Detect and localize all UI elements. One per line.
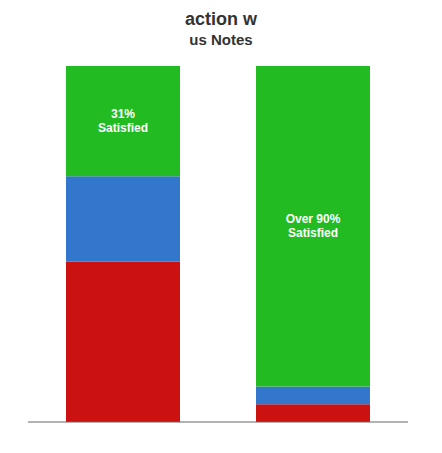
html-text:action w: action w	[185, 9, 257, 29]
svg-text:Over 90%Satisfied: Over 90%Satisfied	[286, 212, 341, 240]
svg-text:31%Satisfied: 31%Satisfied	[98, 107, 148, 135]
html-text:us Notes: us Notes	[189, 31, 253, 48]
